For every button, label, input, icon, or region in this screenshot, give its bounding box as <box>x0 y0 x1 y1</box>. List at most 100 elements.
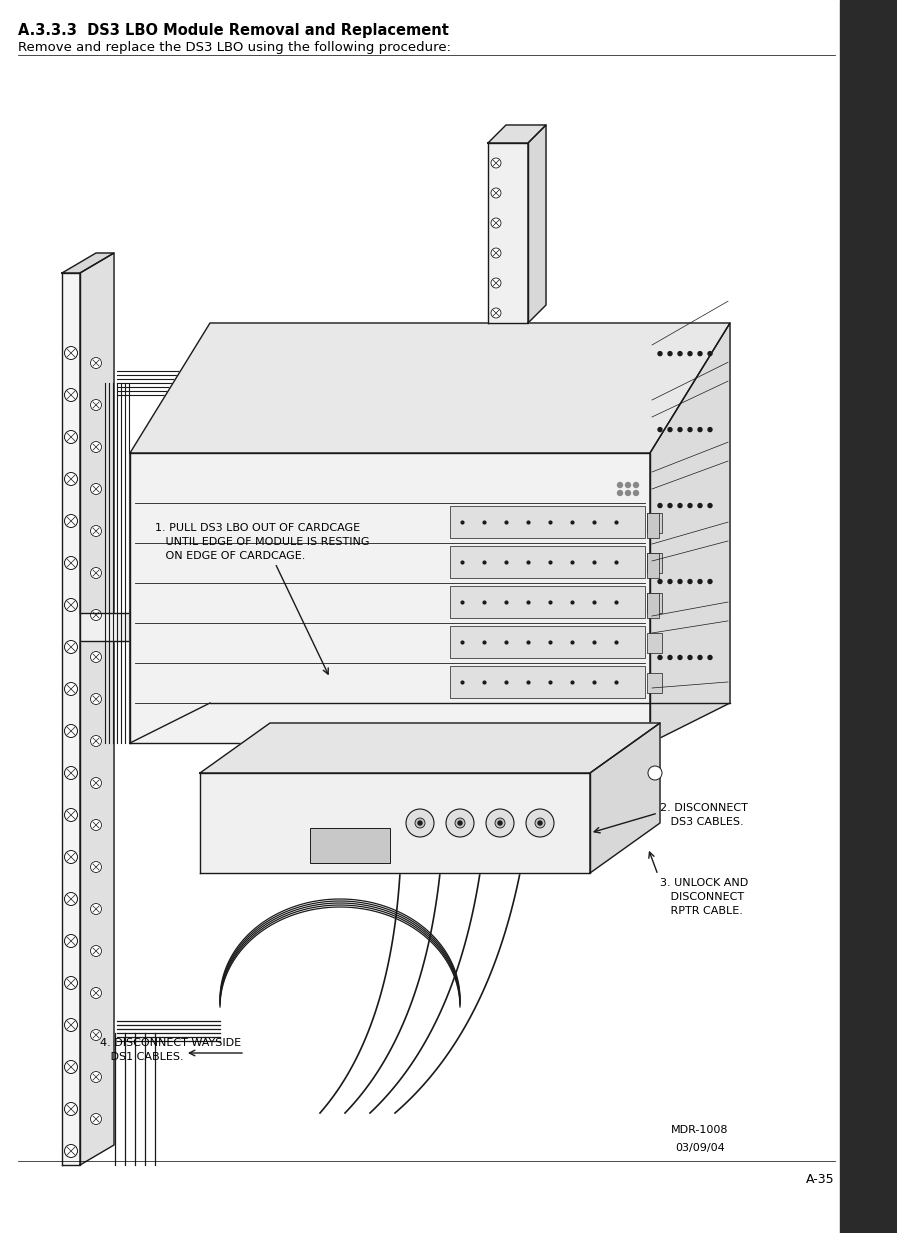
Circle shape <box>688 580 692 583</box>
Circle shape <box>535 817 545 829</box>
Circle shape <box>91 1071 101 1083</box>
Circle shape <box>678 351 682 355</box>
Circle shape <box>633 491 639 496</box>
Circle shape <box>91 1030 101 1041</box>
Circle shape <box>491 218 501 228</box>
Circle shape <box>65 1060 77 1074</box>
Bar <box>450 546 645 578</box>
Bar <box>647 513 662 533</box>
Circle shape <box>406 809 434 837</box>
Circle shape <box>633 482 639 487</box>
Circle shape <box>65 640 77 653</box>
Circle shape <box>658 580 662 583</box>
Circle shape <box>65 388 77 402</box>
Bar <box>647 593 662 613</box>
Circle shape <box>91 946 101 957</box>
Circle shape <box>446 809 474 837</box>
Circle shape <box>658 656 662 660</box>
Circle shape <box>668 428 672 432</box>
Bar <box>450 666 645 698</box>
Circle shape <box>491 248 501 258</box>
Bar <box>450 626 645 658</box>
Circle shape <box>498 821 502 825</box>
Circle shape <box>698 428 702 432</box>
Circle shape <box>668 656 672 660</box>
Circle shape <box>91 693 101 704</box>
Circle shape <box>91 651 101 662</box>
Circle shape <box>678 503 682 508</box>
Circle shape <box>91 441 101 453</box>
Circle shape <box>65 346 77 360</box>
Circle shape <box>65 1102 77 1116</box>
Circle shape <box>491 187 501 199</box>
Text: 4. DISCONNECT WAYSIDE
   DS1 CABLES.: 4. DISCONNECT WAYSIDE DS1 CABLES. <box>100 1038 241 1062</box>
Bar <box>647 513 659 538</box>
Circle shape <box>708 580 712 583</box>
Polygon shape <box>200 773 590 873</box>
Circle shape <box>658 351 662 355</box>
Circle shape <box>688 656 692 660</box>
Circle shape <box>678 428 682 432</box>
Polygon shape <box>80 253 114 1165</box>
Bar <box>647 552 662 573</box>
Circle shape <box>688 503 692 508</box>
Circle shape <box>65 935 77 947</box>
Text: A.3.3.3  DS3 LBO Module Removal and Replacement: A.3.3.3 DS3 LBO Module Removal and Repla… <box>18 23 448 38</box>
Bar <box>647 552 659 578</box>
Text: MDR-1008: MDR-1008 <box>671 1124 728 1136</box>
Circle shape <box>65 725 77 737</box>
Circle shape <box>668 503 672 508</box>
Circle shape <box>65 1018 77 1032</box>
Circle shape <box>486 809 514 837</box>
Polygon shape <box>590 723 660 873</box>
Circle shape <box>708 351 712 355</box>
Polygon shape <box>62 272 80 1165</box>
Circle shape <box>708 656 712 660</box>
Polygon shape <box>80 613 157 641</box>
Circle shape <box>91 820 101 831</box>
Circle shape <box>91 567 101 578</box>
Circle shape <box>648 766 662 780</box>
Bar <box>450 586 645 618</box>
Polygon shape <box>62 253 114 272</box>
Text: Remove and replace the DS3 LBO using the following procedure:: Remove and replace the DS3 LBO using the… <box>18 41 451 54</box>
Circle shape <box>678 580 682 583</box>
Bar <box>647 633 662 653</box>
Circle shape <box>91 609 101 620</box>
Circle shape <box>658 428 662 432</box>
Circle shape <box>708 428 712 432</box>
Circle shape <box>495 817 505 829</box>
Circle shape <box>65 851 77 863</box>
Circle shape <box>455 817 465 829</box>
Circle shape <box>91 358 101 369</box>
Circle shape <box>698 656 702 660</box>
Circle shape <box>91 525 101 536</box>
Bar <box>647 593 659 618</box>
Circle shape <box>418 821 422 825</box>
Polygon shape <box>130 323 730 453</box>
Circle shape <box>688 351 692 355</box>
Circle shape <box>625 491 631 496</box>
Polygon shape <box>528 125 546 323</box>
Circle shape <box>698 351 702 355</box>
Circle shape <box>678 656 682 660</box>
Polygon shape <box>488 125 546 143</box>
Bar <box>840 0 897 1233</box>
Circle shape <box>491 158 501 168</box>
Circle shape <box>91 399 101 411</box>
Circle shape <box>491 277 501 289</box>
Circle shape <box>91 988 101 999</box>
Circle shape <box>617 491 623 496</box>
Bar <box>647 673 662 693</box>
Polygon shape <box>130 453 650 743</box>
Circle shape <box>65 977 77 990</box>
Text: 03/09/04: 03/09/04 <box>675 1143 725 1153</box>
Circle shape <box>415 817 425 829</box>
Circle shape <box>708 503 712 508</box>
Text: 2. DISCONNECT
   DS3 CABLES.: 2. DISCONNECT DS3 CABLES. <box>660 803 748 827</box>
Circle shape <box>91 862 101 873</box>
Circle shape <box>526 809 554 837</box>
Circle shape <box>625 482 631 487</box>
Circle shape <box>65 430 77 444</box>
Circle shape <box>65 556 77 570</box>
